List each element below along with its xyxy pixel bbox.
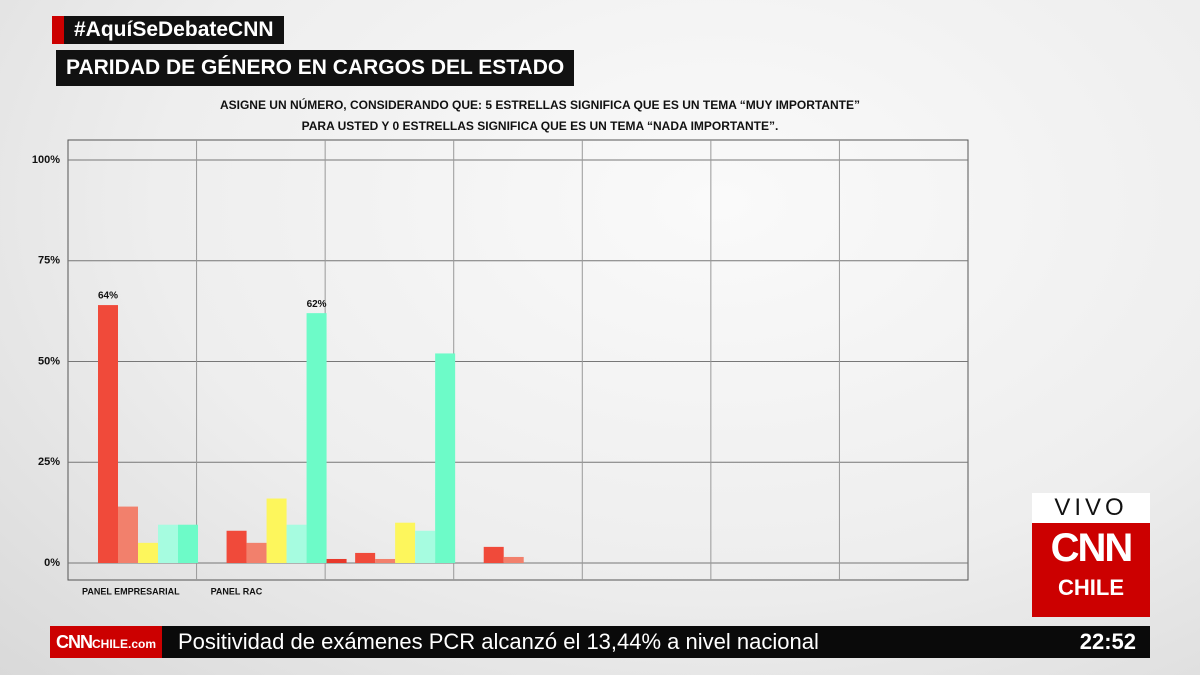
- country: CHILE: [1058, 575, 1124, 600]
- bar: [286, 524, 307, 563]
- bar: [266, 498, 287, 563]
- bar: [415, 530, 436, 563]
- ticker: CNNCHILE.com Positividad de exámenes PCR…: [50, 626, 1150, 658]
- bar: [355, 552, 376, 563]
- bar: [178, 524, 198, 563]
- y-tick-label: 100%: [32, 154, 60, 166]
- y-tick-label: 25%: [38, 456, 60, 468]
- brand: CNN: [1050, 526, 1134, 570]
- chart-subtitle: ASIGNE UN NÚMERO, CONSIDERANDO QUE: 5 ES…: [220, 97, 860, 112]
- bar: [483, 546, 504, 563]
- bar: [226, 530, 247, 563]
- bar: [435, 353, 456, 563]
- bar: [138, 542, 158, 563]
- bar: [326, 558, 347, 563]
- bar: [246, 542, 267, 563]
- ticker-text: Positividad de exámenes PCR alcanzó el 1…: [178, 629, 819, 654]
- plot-frame: [67, 139, 969, 581]
- logo: CNN: [56, 632, 93, 652]
- data-label: 62%: [307, 299, 327, 310]
- bar: [118, 506, 138, 563]
- bar: [395, 522, 416, 563]
- bar: [158, 524, 178, 563]
- ticker-time: 22:52: [1079, 629, 1136, 654]
- ticker-logo: CNNCHILE.com: [50, 626, 162, 658]
- bar: [306, 313, 327, 563]
- x-tick-label: PANEL EMPRESARIAL: [82, 586, 180, 596]
- x-tick-label: PANEL RAC: [211, 586, 263, 596]
- headline: PARIDAD DE GÉNERO EN CARGOS DEL ESTADO: [56, 50, 575, 86]
- live-badge: VIVO CNN CHILE: [1032, 493, 1150, 617]
- hashtag: #AquíSeDebateCNN: [64, 16, 284, 44]
- bar: [375, 558, 396, 563]
- y-tick-label: 0%: [44, 557, 60, 569]
- y-tick-label: 75%: [38, 255, 60, 267]
- data-label: 64%: [98, 291, 118, 302]
- y-tick-label: 50%: [38, 355, 60, 367]
- logo-suffix: CHILE.com: [92, 637, 157, 651]
- bar: [503, 556, 524, 563]
- chart-subtitle: PARA USTED Y 0 ESTRELLAS SIGNIFICA QUE E…: [302, 119, 779, 133]
- live-label: VIVO: [1032, 493, 1150, 523]
- bar: [98, 305, 118, 563]
- hashtag-accent: [52, 16, 64, 44]
